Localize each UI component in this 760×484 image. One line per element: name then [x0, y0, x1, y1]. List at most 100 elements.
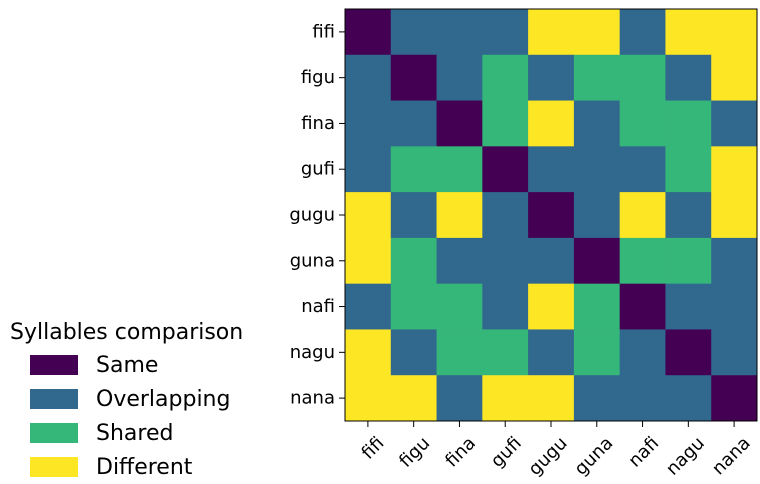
heatmap-cell-nana-fina — [436, 375, 483, 422]
heatmap-cell-nana-nafi — [619, 375, 666, 422]
heatmap-cell-guna-fifi — [345, 237, 392, 285]
heatmap-cell-gugu-guna — [573, 192, 621, 239]
heatmap-cell-nagu-gugu — [528, 329, 575, 376]
heatmap-cell-fifi-figu — [390, 9, 438, 56]
heatmap-cell-nana-nana — [711, 375, 758, 422]
heatmap-cell-gufi-guna — [573, 146, 621, 193]
heatmap-cell-gufi-nafi — [619, 146, 666, 193]
heatmap-cell-fifi-nagu — [665, 9, 712, 56]
heatmap-cell-fina-nana — [711, 100, 758, 147]
heatmap-cell-guna-nagu — [665, 237, 712, 285]
x-tick-label: figu — [395, 433, 434, 472]
heatmap-cell-guna-nafi — [619, 237, 666, 285]
heatmap-cell-nafi-figu — [390, 283, 438, 330]
heatmap-cell-fifi-gufi — [482, 9, 529, 56]
x-tick-label: nafi — [624, 433, 663, 472]
heatmap-cell-nagu-guna — [573, 329, 621, 376]
heatmap-cell-fina-nagu — [665, 100, 712, 147]
legend-item-overlapping: Overlapping — [30, 382, 280, 416]
heatmap-cell-nana-gufi — [482, 375, 529, 422]
heatmap-cell-gugu-nana — [711, 192, 758, 239]
heatmap-cell-nagu-nana — [711, 329, 758, 376]
heatmap-cell-figu-fifi — [345, 54, 392, 102]
legend-item-different: Different — [30, 450, 280, 484]
heatmap-cell-guna-gugu — [528, 237, 575, 285]
heatmap-cell-nafi-guna — [573, 283, 621, 330]
heatmap-cell-fina-fina — [436, 100, 483, 147]
heatmap-cells — [345, 9, 758, 422]
heatmap-cell-figu-gufi — [482, 54, 529, 102]
y-tick-label: fifi — [312, 21, 335, 42]
heatmap-cell-nafi-nana — [711, 283, 758, 330]
heatmap-cell-nagu-gufi — [482, 329, 529, 376]
y-tick-label: nafi — [301, 296, 335, 317]
heatmap-cell-fina-guna — [573, 100, 621, 147]
heatmap-cell-nana-figu — [390, 375, 438, 422]
x-tick-label: fifi — [358, 433, 389, 464]
heatmap-cell-gufi-nagu — [665, 146, 712, 193]
legend-swatch-same — [30, 355, 78, 375]
heatmap-cell-fifi-fina — [436, 9, 483, 56]
heatmap-cell-guna-guna — [573, 237, 621, 285]
legend: Syllables comparison Same Overlapping Sh… — [10, 318, 280, 484]
heatmap-cell-fina-figu — [390, 100, 438, 147]
x-tick-label: guna — [570, 433, 617, 480]
x-tick-label: gufi — [487, 433, 526, 472]
heatmap-cell-figu-fina — [436, 54, 483, 102]
legend-swatch-different — [30, 457, 78, 477]
heatmap-cell-fina-gugu — [528, 100, 575, 147]
heatmap-cell-gugu-fina — [436, 192, 483, 239]
heatmap-cell-nagu-nafi — [619, 329, 666, 376]
x-tick-label: nana — [708, 433, 755, 480]
y-tick-label: nagu — [290, 342, 335, 363]
x-tick-label: gugu — [524, 433, 571, 480]
heatmap-cell-figu-nafi — [619, 54, 666, 102]
heatmap-cell-fifi-guna — [573, 9, 621, 56]
heatmap-cell-fifi-gugu — [528, 9, 575, 56]
y-tick-label: fina — [301, 113, 335, 134]
x-tick-label: nagu — [662, 433, 709, 480]
y-tick-label: nana — [290, 388, 335, 409]
heatmap-cell-nagu-fifi — [345, 329, 392, 376]
y-tick-label: figu — [301, 67, 335, 88]
heatmap-cell-gugu-gugu — [528, 192, 575, 239]
heatmap-cell-figu-nana — [711, 54, 758, 102]
heatmap-cell-gufi-gufi — [482, 146, 529, 193]
heatmap-cell-gufi-fina — [436, 146, 483, 193]
legend-swatch-overlapping — [30, 389, 78, 409]
heatmap-cell-nafi-nagu — [665, 283, 712, 330]
heatmap-cell-guna-fina — [436, 237, 483, 285]
heatmap-cell-nafi-gufi — [482, 283, 529, 330]
legend-item-same: Same — [30, 348, 280, 382]
legend-label-same: Same — [96, 352, 159, 378]
heatmap-cell-gufi-figu — [390, 146, 438, 193]
heatmap-cell-nafi-gugu — [528, 283, 575, 330]
heatmap-cell-guna-nana — [711, 237, 758, 285]
x-tick-label: fina — [441, 433, 480, 472]
heatmap-cell-gugu-nagu — [665, 192, 712, 239]
legend-swatch-shared — [30, 423, 78, 443]
legend-label-shared: Shared — [96, 420, 174, 446]
heatmap-cell-figu-figu — [390, 54, 438, 102]
heatmap-cell-nafi-fina — [436, 283, 483, 330]
legend-label-different: Different — [96, 454, 193, 480]
heatmap-cell-figu-nagu — [665, 54, 712, 102]
heatmap-cell-nafi-fifi — [345, 283, 392, 330]
legend-label-overlapping: Overlapping — [96, 386, 231, 412]
heatmap-cell-gugu-gufi — [482, 192, 529, 239]
heatmap-cell-nana-fifi — [345, 375, 392, 422]
heatmap-cell-fifi-nana — [711, 9, 758, 56]
heatmap-cell-nagu-figu — [390, 329, 438, 376]
y-tick-label: guna — [290, 250, 335, 271]
heatmap-cell-gugu-figu — [390, 192, 438, 239]
heatmap-cell-gugu-fifi — [345, 192, 392, 239]
heatmap-cell-nana-gugu — [528, 375, 575, 422]
heatmap-cell-figu-guna — [573, 54, 621, 102]
y-axis: fifi figu fina gufi gugu guna nafi nagu nana — [289, 21, 345, 409]
heatmap-cell-gugu-nafi — [619, 192, 666, 239]
heatmap-cell-figu-gugu — [528, 54, 575, 102]
legend-item-shared: Shared — [30, 416, 280, 450]
heatmap-cell-gufi-gugu — [528, 146, 575, 193]
